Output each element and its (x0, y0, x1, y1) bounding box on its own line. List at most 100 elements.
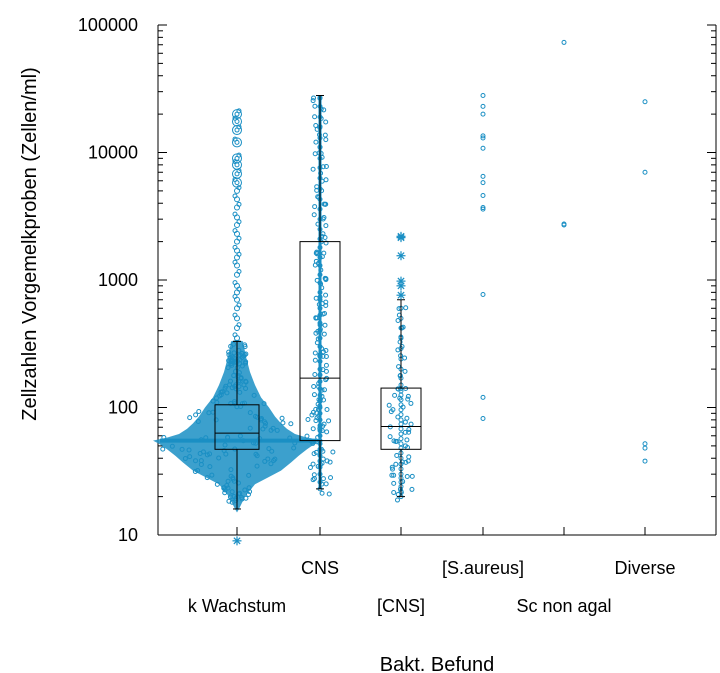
cns-point (310, 440, 316, 446)
cns-point (323, 354, 329, 360)
scatter-point (480, 173, 486, 179)
k-wachstum-outlier (236, 201, 242, 207)
k-wachstum-point (279, 415, 285, 421)
k-wachstum-point (265, 456, 271, 462)
k-wachstum-point (179, 446, 185, 452)
k-wachstum-point (251, 392, 257, 398)
k-wachstum-point (227, 494, 233, 500)
cns-bracket-point (397, 486, 403, 492)
cns-point (310, 98, 316, 104)
scatter-point (642, 99, 648, 105)
cns-point (304, 433, 310, 439)
cns-bracket-point (405, 393, 411, 399)
cns-point (310, 461, 316, 467)
k-wachstum-point (263, 420, 269, 426)
k-wachstum-point (247, 410, 253, 416)
k-wachstum-point (187, 454, 193, 460)
scatter-point (480, 180, 486, 186)
k-wachstum-outlier (232, 259, 238, 265)
k-wachstum-point (230, 475, 236, 481)
cns-bracket-box (380, 387, 422, 450)
cns-bracket-far-outlier (396, 251, 406, 261)
k-wachstum-point (270, 425, 276, 431)
k-wachstum-point (196, 409, 202, 415)
k-wachstum-point (239, 350, 245, 356)
k-wachstum-point (204, 475, 210, 481)
scatter-point (561, 221, 567, 227)
cns-bracket-point (395, 318, 401, 324)
cns-bracket-point (404, 415, 410, 421)
k-wachstum-point (252, 413, 258, 419)
cns-bracket-point (392, 392, 398, 398)
cns-bracket-point (394, 452, 400, 458)
k-wachstum-point (228, 467, 234, 473)
scatter-point (642, 441, 648, 447)
cns-point (322, 132, 328, 138)
x-tick-label: CNS (301, 558, 339, 578)
k-wachstum-point (239, 363, 245, 369)
k-wachstum-point (169, 443, 175, 449)
k-wachstum-outlier (236, 108, 242, 114)
k-wachstum-point (291, 445, 297, 451)
k-wachstum-point (225, 478, 231, 484)
cns-bracket-point (389, 472, 395, 478)
scatter-point (480, 135, 486, 141)
k-wachstum-point (186, 447, 192, 453)
cns-bracket-point (398, 431, 404, 437)
cns-bracket-point (408, 421, 414, 427)
cns-bracket-point (409, 486, 415, 492)
scatter-point (480, 111, 486, 117)
k-wachstum-outlier (232, 176, 238, 182)
cns-bracket-point (408, 400, 414, 406)
k-wachstum-point (229, 489, 235, 495)
k-wachstum-outlier (232, 312, 238, 318)
cns-bracket-point (404, 473, 410, 479)
cns-bracket-point (386, 402, 392, 408)
cns-point (310, 166, 316, 172)
k-wachstum-point (242, 342, 248, 348)
k-wachstum-point (222, 442, 228, 448)
cns-point (323, 119, 329, 125)
k-wachstum-point (240, 438, 246, 444)
cns-point (312, 371, 318, 377)
cns-point (312, 103, 318, 109)
cns-point (312, 262, 318, 268)
x-tick-label: k Wachstum (188, 596, 286, 616)
k-wachstum-point (254, 463, 260, 469)
cns-bracket-point (394, 497, 400, 503)
k-wachstum-point (228, 401, 234, 407)
x-axis-tick-labels: k Wachstum CNS [CNS] [S.aureus] Sc non agalD… (188, 527, 676, 616)
k-wachstum-point (160, 446, 166, 452)
k-wachstum-point (253, 440, 259, 446)
scatter-point (642, 458, 648, 464)
k-wachstum-point (198, 458, 204, 464)
cns-bracket-point (391, 472, 397, 478)
cns-bracket-point (402, 368, 408, 374)
k-wachstum-point (242, 487, 248, 493)
k-wachstum-point (193, 458, 199, 464)
cns-point (313, 295, 319, 301)
k-wachstum-point (247, 425, 253, 431)
x-tick-label: Diverse (614, 558, 675, 578)
k-wachstum-outlier (232, 228, 238, 234)
cns-bracket-point (399, 343, 405, 349)
scatter-point (480, 206, 486, 212)
cns-point (323, 137, 329, 143)
scatter-point (561, 39, 567, 45)
cns-point (307, 465, 313, 471)
cns-point (321, 397, 327, 403)
k-wachstum-point (225, 365, 231, 371)
k-wachstum-point (261, 401, 267, 407)
k-wachstum-outlier (236, 322, 242, 328)
k-wachstum-point (287, 435, 293, 441)
cns-point (323, 177, 329, 183)
k-wachstum-point (221, 448, 227, 454)
cns-point (328, 475, 334, 481)
cns-point (313, 449, 319, 455)
k-wachstum-outlier (232, 280, 238, 286)
cns-point (323, 481, 329, 487)
k-wachstum-point (235, 372, 241, 378)
cns-bracket-point (402, 429, 408, 435)
cns-point (311, 95, 317, 101)
cns-point (321, 387, 327, 393)
